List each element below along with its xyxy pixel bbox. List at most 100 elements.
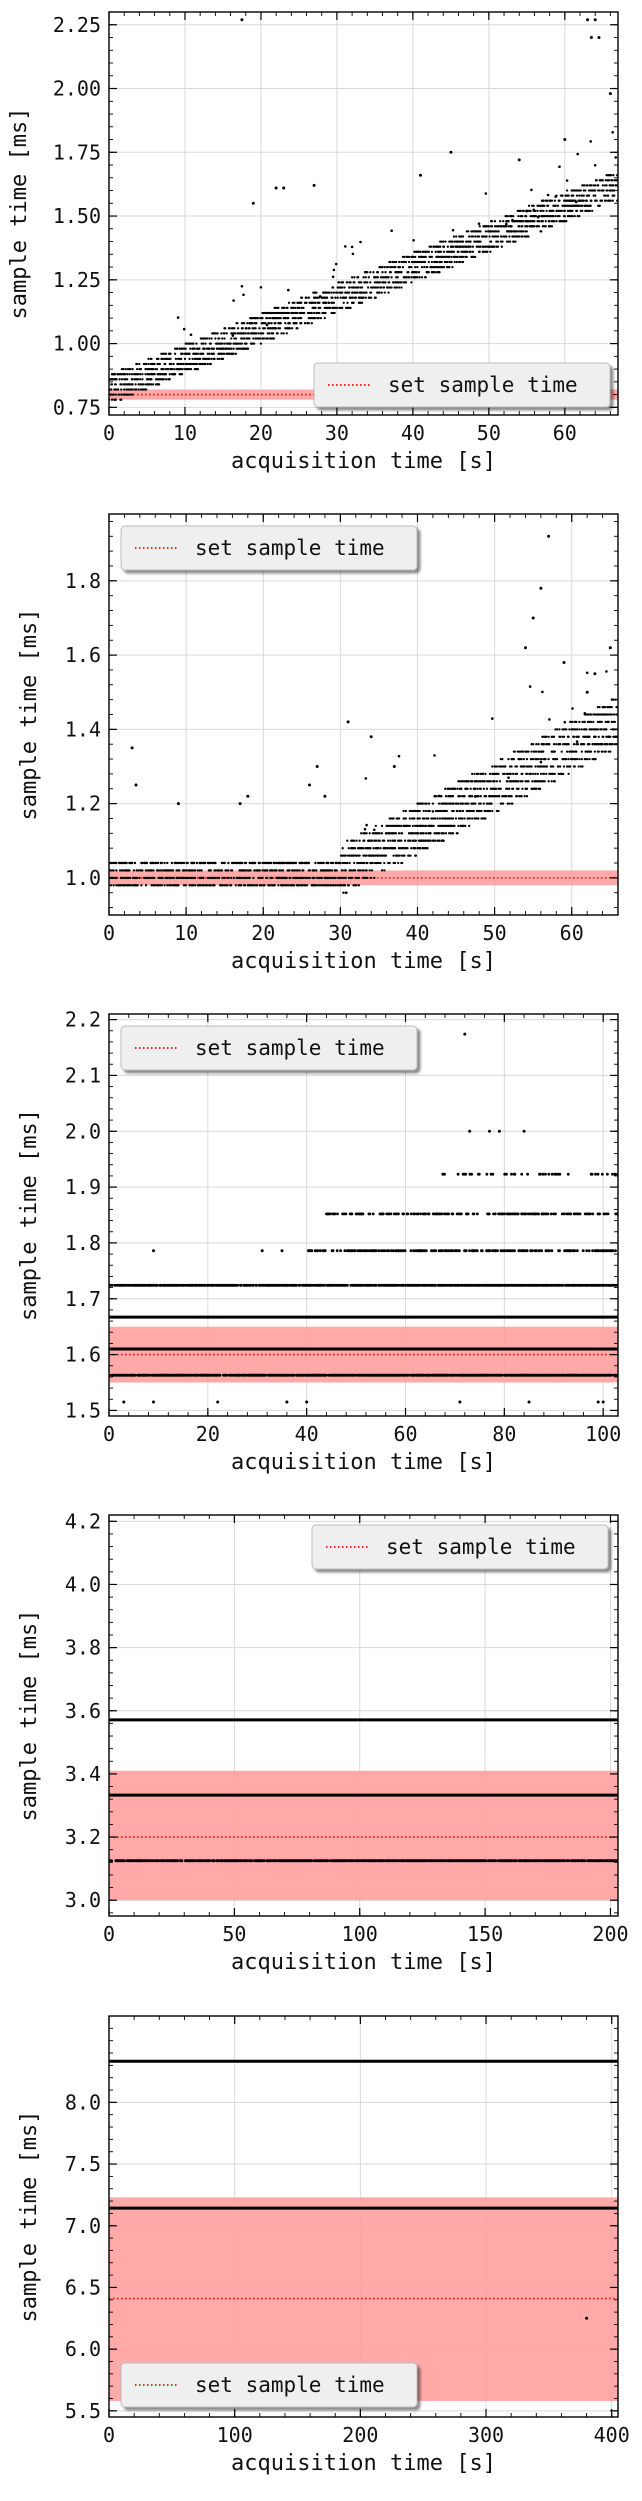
data-point [246,347,250,350]
data-point [305,884,309,887]
data-point [263,861,266,865]
data-point [512,757,516,761]
data-point [424,809,428,813]
data-point [283,306,286,310]
data-point [471,772,474,776]
data-point [467,802,470,805]
data-point [392,765,396,768]
data-point [597,743,600,746]
data-point [346,720,350,724]
data-point [451,240,454,243]
data-point [366,281,369,284]
data-point [404,809,408,813]
data-point [567,772,570,776]
data-point [547,735,550,738]
data-point [442,245,446,248]
data-point [532,772,535,776]
data-point [353,861,356,865]
data-point [316,876,319,880]
data-point [555,220,558,223]
data-point [585,728,588,731]
data-point [135,362,139,366]
data-point [606,743,609,746]
data-point [376,286,380,289]
data-point [329,869,332,872]
data-point [416,265,419,269]
data-point [143,876,147,880]
data-point [252,876,255,880]
data-point [303,311,306,315]
data-point [369,847,372,850]
data-point [552,743,556,746]
data-point [513,750,516,753]
data-point [592,728,595,731]
data-point [339,296,342,299]
data-point [501,757,504,761]
data-point [230,337,233,340]
data-point [160,861,163,865]
data-point [298,869,301,872]
data-point [342,891,345,894]
data-point [417,832,420,835]
data-point [157,884,161,887]
data-point [586,184,589,187]
data-point [370,839,374,842]
data-point [369,271,372,274]
data-point [477,222,481,225]
data-point [341,286,344,289]
data-point [518,225,521,228]
data-point [240,285,244,288]
data-point [395,260,398,264]
data-point [501,765,504,768]
data-point [379,861,382,865]
data-point [508,235,511,238]
data-point [396,276,399,279]
data-point [455,260,459,264]
data-point [170,362,173,366]
data-point [521,787,524,790]
data-point [142,383,145,386]
data-point [397,861,400,865]
data-point [436,260,439,264]
data-point [153,373,156,376]
data-point [366,271,369,274]
data-point [425,802,428,805]
data-point [291,301,294,304]
data-point [563,720,567,724]
data-point [400,832,404,835]
x-tick-label: 60 [560,921,584,945]
data-point [278,869,281,872]
data-point [529,220,532,223]
data-point [322,861,325,865]
data-point [583,757,586,761]
data-point [350,876,354,880]
data-point [568,728,571,731]
data-point [545,772,548,776]
data-point [493,245,496,248]
data-point [380,824,384,828]
data-point [493,220,497,223]
data-point [418,276,421,279]
x-tick-label: 0 [103,421,115,445]
data-point [593,18,597,22]
data-point [255,337,259,340]
data-point [271,311,274,315]
data-point [213,884,216,887]
data-point [511,802,514,805]
data-point [221,337,224,340]
data-point [346,1283,349,1287]
data-point [463,780,466,783]
data-point [225,869,228,872]
data-point [246,794,250,798]
data-point [423,265,426,269]
data-point [364,296,367,299]
data-point [196,367,200,371]
data-point [224,327,227,330]
data-point [332,884,336,887]
x-tick-label: 60 [553,421,577,445]
data-point [123,876,126,880]
data-point [599,713,603,716]
data-point [388,832,391,835]
data-point [157,378,161,381]
data-point [152,869,155,872]
